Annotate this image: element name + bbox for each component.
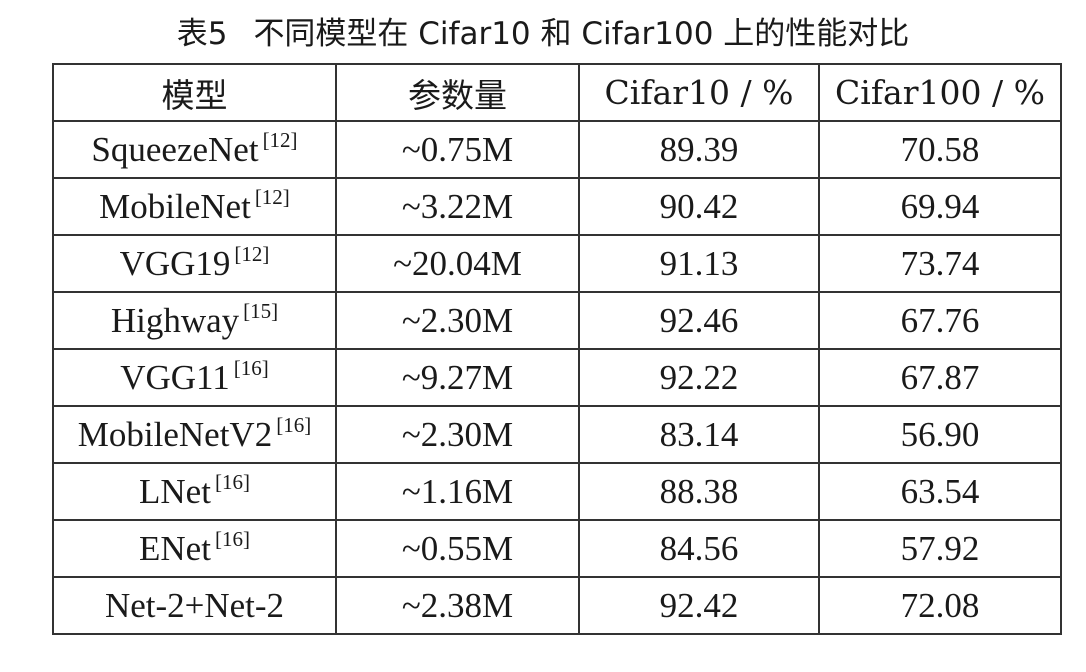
citation: [12] (262, 127, 298, 152)
cifar10-cell: 90.42 (578, 177, 820, 236)
table-row: SqueezeNet [12] ~0.75M 89.39 70.58 (52, 120, 1062, 179)
model-name: SqueezeNet (91, 129, 259, 169)
cifar100-cell: 72.08 (818, 576, 1062, 635)
params-cell: ~3.22M (335, 177, 580, 236)
results-table: 模型 参数量 Cifar10 / % Cifar100 / % SqueezeNet[… (52, 63, 1062, 635)
cifar100-cell: 67.87 (818, 348, 1062, 407)
model-name: VGG19 (119, 243, 231, 283)
citation: [12] (234, 241, 270, 266)
params-cell: ~2.30M (335, 291, 580, 350)
params-cell: ~2.30M (335, 405, 580, 464)
params-cell: ~0.75M (335, 120, 580, 179)
cifar100-cell: 69.94 (818, 177, 1062, 236)
table-label: 表5 (176, 16, 228, 52)
column-header: 模型 (52, 63, 337, 122)
model-cell: SqueezeNet [12] (52, 120, 337, 179)
cifar10-cell: 88.38 (578, 462, 820, 521)
model-cell: MobileNetV2 [16] (52, 405, 337, 464)
model-cell: VGG11 [16] (52, 348, 337, 407)
column-header: 参数量 (335, 63, 580, 122)
table-row: LNet [16] ~1.16M 88.38 63.54 (52, 462, 1062, 521)
citation: [16] (233, 355, 269, 380)
cifar10-cell: 92.42 (578, 576, 820, 635)
table-row: Highway [15] ~2.30M 92.46 67.76 (52, 291, 1062, 350)
citation: [16] (214, 526, 250, 551)
model-cell: Highway [15] (52, 291, 337, 350)
model-name: MobileNetV2 (77, 414, 273, 454)
table-body: SqueezeNet [12] ~0.75M 89.39 70.58 MobileNet[… (52, 120, 1062, 635)
table-row: MobileNet [12] ~3.22M 90.42 69.94 (52, 177, 1062, 236)
params-cell: ~1.16M (335, 462, 580, 521)
model-name: LNet (139, 471, 211, 511)
model-cell: VGG19 [12] (52, 234, 337, 293)
cifar100-cell: 63.54 (818, 462, 1062, 521)
cifar10-cell: 92.22 (578, 348, 820, 407)
cifar100-cell: 73.74 (818, 234, 1062, 293)
model-name: ENet (139, 528, 211, 568)
table-title: 表5 不同模型在 Cifar10 和 Cifar100 上的性能对比 (0, 8, 1086, 53)
table-row: ENet [16] ~0.55M 84.56 57.92 (52, 519, 1062, 578)
header-row: 模型 参数量 Cifar10 / % Cifar100 / % (52, 63, 1062, 122)
model-cell: Net-2+Net-2 (52, 576, 337, 635)
citation: [16] (276, 412, 312, 437)
cifar100-cell: 67.76 (818, 291, 1062, 350)
cifar10-cell: 83.14 (578, 405, 820, 464)
model-name: Net-2+Net-2 (104, 585, 285, 625)
cifar10-cell: 91.13 (578, 234, 820, 293)
cifar100-cell: 57.92 (818, 519, 1062, 578)
model-cell: ENet [16] (52, 519, 337, 578)
params-cell: ~2.38M (335, 576, 580, 635)
table-row: VGG19 [12] ~20.04M 91.13 73.74 (52, 234, 1062, 293)
citation: [16] (214, 469, 250, 494)
model-cell: LNet [16] (52, 462, 337, 521)
title-text: 不同模型在 Cifar10 和 Cifar100 上的性能对比 (253, 16, 910, 52)
params-cell: ~9.27M (335, 348, 580, 407)
model-cell: MobileNet [12] (52, 177, 337, 236)
model-name: Highway (110, 300, 240, 340)
params-cell: ~0.55M (335, 519, 580, 578)
column-header: Cifar100 / % (818, 63, 1062, 122)
cifar10-cell: 89.39 (578, 120, 820, 179)
model-name: VGG11 (120, 357, 230, 397)
params-cell: ~20.04M (335, 234, 580, 293)
cifar10-cell: 92.46 (578, 291, 820, 350)
citation: [12] (254, 184, 290, 209)
column-header: Cifar10 / % (578, 63, 820, 122)
cifar10-cell: 84.56 (578, 519, 820, 578)
table-row: VGG11 [16] ~9.27M 92.22 67.87 (52, 348, 1062, 407)
table-row: MobileNetV2 [16] ~2.30M 83.14 56.90 (52, 405, 1062, 464)
table-row: Net-2+Net-2 ~2.38M 92.42 72.08 (52, 576, 1062, 635)
table-head: 模型 参数量 Cifar10 / % Cifar100 / % (52, 63, 1062, 122)
cifar100-cell: 70.58 (818, 120, 1062, 179)
citation: [15] (243, 298, 279, 323)
model-name: MobileNet (99, 186, 251, 226)
cifar100-cell: 56.90 (818, 405, 1062, 464)
